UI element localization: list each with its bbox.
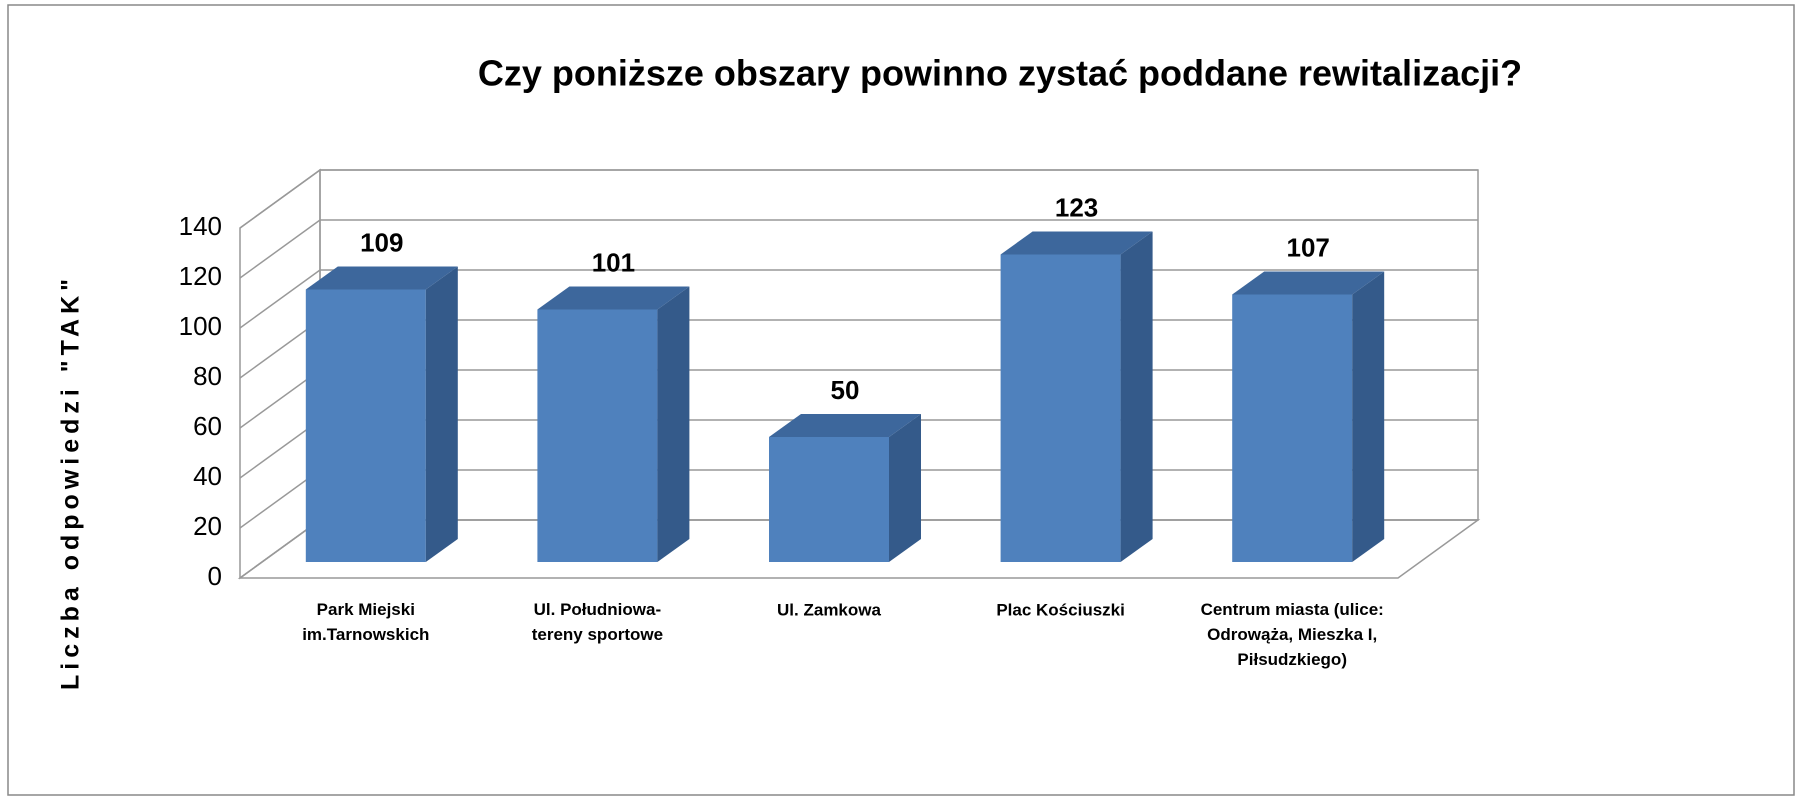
x-tick-label: Ul. Południowa-tereny sportowe <box>532 600 663 644</box>
bar-side <box>1120 231 1153 562</box>
bar-top <box>769 414 921 437</box>
value-label: 101 <box>592 247 635 277</box>
x-tick-label: Plac Kościuszki <box>996 600 1125 619</box>
y-tick-label: 80 <box>193 361 222 391</box>
bar <box>537 309 658 562</box>
y-tick-label: 20 <box>193 511 222 541</box>
bar-top <box>537 286 690 310</box>
value-label: 123 <box>1055 192 1098 222</box>
y-tick-label: 40 <box>193 461 222 491</box>
y-axis-label: Liczba odpowiedzi "TAK" <box>57 274 85 690</box>
bar-top <box>305 266 458 290</box>
value-label: 107 <box>1287 232 1330 262</box>
y-tick-label: 100 <box>179 311 222 341</box>
grid-line <box>239 169 1478 229</box>
bar <box>1232 294 1353 562</box>
bar-side <box>425 266 458 562</box>
bar-side <box>889 414 921 562</box>
y-tick-label: 120 <box>179 261 222 291</box>
y-tick-label: 0 <box>208 561 222 591</box>
y-tick-label: 60 <box>193 411 222 441</box>
y-tick-label: 140 <box>179 211 222 241</box>
chart-title: Czy poniższe obszary powinno zystać podd… <box>478 53 1522 94</box>
x-tick-label: Park Miejski im.Tarnowskich <box>302 600 429 644</box>
bar <box>1000 254 1121 562</box>
x-tick-label: Centrum miasta (ulice: Odrowąża, Mieszka … <box>1201 600 1384 669</box>
bar-side <box>1352 271 1385 562</box>
bar <box>305 289 426 562</box>
value-label: 109 <box>360 227 403 257</box>
bar-top <box>1232 271 1385 295</box>
x-tick-label: Ul. Zamkowa <box>777 600 881 619</box>
value-label: 50 <box>831 375 860 405</box>
chart-border <box>7 4 1795 796</box>
grid-line <box>239 219 1478 279</box>
bar-side <box>657 286 690 562</box>
bar <box>769 437 889 562</box>
bar-top <box>1000 231 1153 255</box>
